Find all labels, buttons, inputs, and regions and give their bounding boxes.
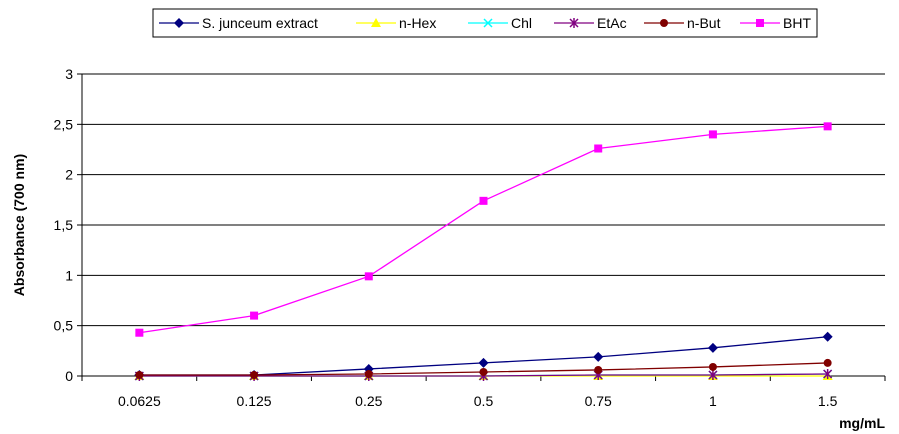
point-0-4 — [593, 351, 604, 362]
legend-marker-4 — [660, 19, 668, 27]
point-5-0 — [135, 328, 144, 337]
legend-entry-3: EtAc — [554, 15, 627, 31]
point-4-4 — [594, 365, 603, 374]
legend-label-5: BHT — [783, 15, 811, 31]
series-line-5 — [139, 125, 828, 334]
series-5 — [135, 122, 832, 337]
point-5-2 — [364, 272, 373, 281]
xtick-label-4: 0.75 — [585, 393, 612, 409]
point-0-6 — [822, 331, 833, 342]
ytick-label-6: 3 — [65, 66, 73, 82]
y-axis-title: Absorbance (700 nm) — [11, 154, 27, 296]
legend-entry-1: n-Hex — [356, 15, 436, 31]
axes — [77, 73, 886, 381]
legend-marker-2 — [483, 18, 493, 28]
legend-marker-0 — [174, 18, 184, 28]
point-4-1 — [250, 370, 259, 379]
series-4 — [135, 358, 832, 379]
legend-marker-5 — [756, 19, 764, 27]
ytick-label-4: 2 — [65, 167, 73, 183]
point-5-5 — [708, 130, 717, 139]
point-4-0 — [135, 370, 144, 379]
point-5-4 — [594, 144, 603, 153]
legend-entry-5: BHT — [740, 15, 811, 31]
xtick-label-6: 1.5 — [818, 393, 838, 409]
xtick-label-0: 0.0625 — [118, 393, 161, 409]
x-axis-title: mg/mL — [839, 415, 885, 431]
legend-marker-3 — [569, 18, 579, 28]
legend-entry-4: n-But — [644, 15, 721, 31]
xtick-label-3: 0.5 — [474, 393, 494, 409]
labels: 0 0,5 1 1,5 2 2,5 3 0.0625 0.125 0.25 0.5 0.75 1 1.5m… — [11, 66, 885, 431]
ytick-label-1: 0,5 — [54, 318, 74, 334]
series-layer — [134, 122, 833, 381]
legend-label-2: Chl — [511, 15, 532, 31]
legend-marker-1 — [371, 18, 381, 27]
ytick-label-0: 0 — [65, 368, 73, 384]
point-3-5 — [708, 369, 718, 380]
xtick-label-2: 0.25 — [355, 393, 382, 409]
point-4-5 — [708, 362, 717, 371]
point-4-2 — [364, 369, 373, 378]
point-4-6 — [823, 358, 832, 367]
point-0-3 — [478, 357, 489, 368]
legend-entry-2: Chl — [468, 15, 532, 31]
point-4-3 — [479, 367, 488, 376]
point-5-1 — [250, 311, 259, 320]
gridlines — [82, 73, 885, 327]
point-5-3 — [479, 196, 488, 205]
legend-label-3: EtAc — [597, 15, 627, 31]
xtick-label-5: 1 — [709, 393, 717, 409]
ytick-label-5: 2,5 — [54, 116, 74, 132]
xtick-label-1: 0.125 — [237, 393, 272, 409]
legend-label-1: n-Hex — [399, 15, 436, 31]
point-3-6 — [823, 368, 833, 379]
legend-label-0: S. junceum extract — [202, 15, 318, 31]
ytick-label-3: 1,5 — [54, 217, 74, 233]
point-5-6 — [823, 122, 832, 131]
ytick-label-2: 1 — [65, 267, 73, 283]
point-0-5 — [707, 342, 718, 353]
legend: S. junceum extract n-Hex Chl EtAc n-But BHT — [152, 8, 818, 38]
legend-label-4: n-But — [687, 15, 721, 31]
legend-entry-0: S. junceum extract — [159, 15, 318, 31]
